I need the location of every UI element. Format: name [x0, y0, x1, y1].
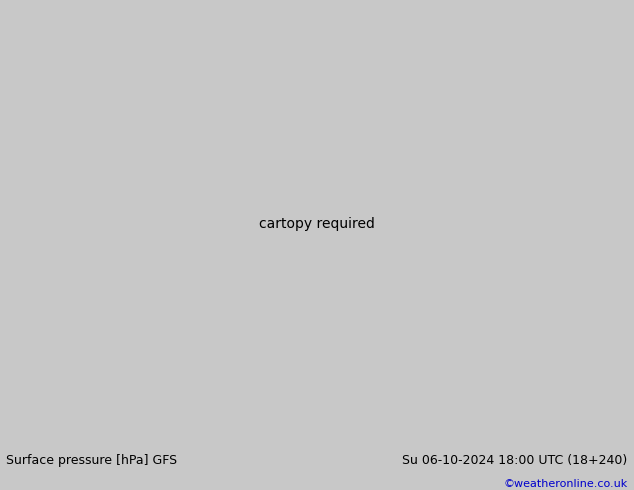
- Text: cartopy required: cartopy required: [259, 217, 375, 231]
- Text: Su 06-10-2024 18:00 UTC (18+240): Su 06-10-2024 18:00 UTC (18+240): [403, 454, 628, 467]
- Text: Surface pressure [hPa] GFS: Surface pressure [hPa] GFS: [6, 454, 178, 467]
- Text: ©weatheronline.co.uk: ©weatheronline.co.uk: [503, 479, 628, 489]
